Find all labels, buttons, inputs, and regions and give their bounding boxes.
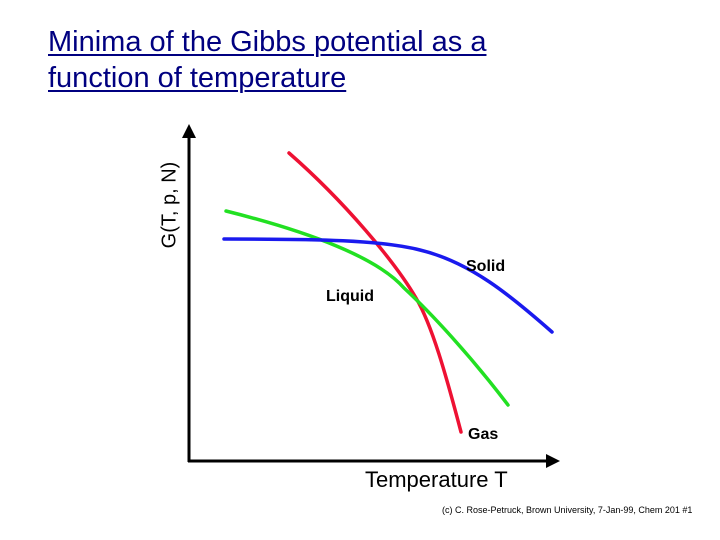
solid-label: Solid bbox=[466, 258, 506, 275]
slide-title-line-1: Minima of the Gibbs potential as a bbox=[48, 26, 487, 58]
copyright-footer: (c) C. Rose-Petruck, Brown University, 7… bbox=[442, 505, 693, 515]
slide-title-line-2: function of temperature bbox=[48, 62, 347, 94]
slide-title: Minima of the Gibbs potential as a funct… bbox=[48, 24, 486, 96]
y-axis-arrowhead bbox=[182, 124, 196, 138]
solid-curve bbox=[222, 237, 554, 334]
x-axis-label: Temperature T bbox=[365, 467, 508, 492]
x-axis-arrowhead bbox=[546, 454, 560, 468]
gas-curve bbox=[287, 151, 463, 434]
y-axis-label: G(T, p, N) bbox=[158, 161, 181, 249]
liquid-curve bbox=[224, 209, 510, 407]
gas-label: Gas bbox=[468, 426, 499, 443]
liquid-label: Liquid bbox=[326, 288, 374, 305]
